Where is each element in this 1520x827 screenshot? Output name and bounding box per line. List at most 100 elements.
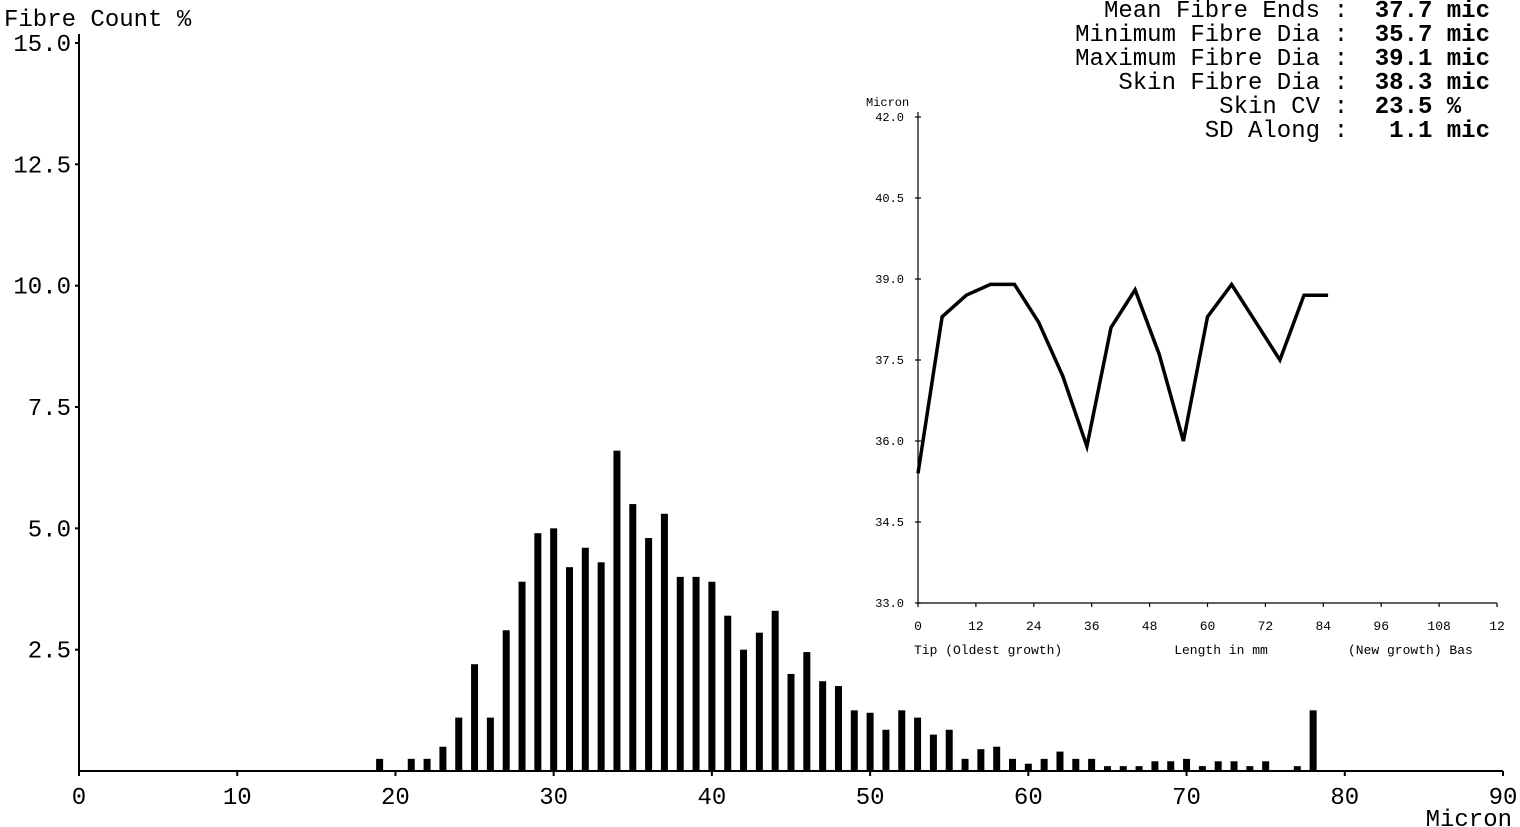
inset-y-tick-label: 34.5 <box>875 516 904 530</box>
main-x-tick-label: 60 <box>1014 785 1043 812</box>
inset-x-tick-label: 24 <box>1026 619 1042 634</box>
histogram-bar <box>376 758 384 771</box>
histogram-bar <box>423 758 431 771</box>
histogram-bar <box>645 538 653 771</box>
histogram-bar <box>629 504 637 771</box>
histogram-bar <box>1293 766 1301 771</box>
histogram-bar <box>486 717 494 771</box>
main-x-tick-label: 50 <box>856 785 885 812</box>
inset-y-axis-label: Micron <box>866 96 909 110</box>
stat-row-sd-along: SD Along:1.1 mic <box>1204 118 1490 145</box>
histogram-bar <box>1309 710 1317 771</box>
inset-x-tick-label: 72 <box>1258 619 1274 634</box>
histogram-bar <box>1151 761 1159 771</box>
histogram-bar <box>1167 761 1175 771</box>
histogram-bar <box>1024 763 1032 771</box>
stat-value: 23.5 % <box>1374 94 1462 121</box>
histogram-bar <box>724 615 732 771</box>
inset-x-tick-label: 60 <box>1200 619 1216 634</box>
histogram-bar <box>850 710 858 771</box>
histogram-bar <box>660 513 668 771</box>
histogram-bar <box>1135 766 1143 771</box>
stat-value: 39.1 mic <box>1374 46 1490 73</box>
main-y-tick-label: 7.5 <box>28 396 71 423</box>
inset-x-tick-label: 84 <box>1315 619 1331 634</box>
stat-row-minimum-fibre-dia: Minimum Fibre Dia:35.7 mic <box>1075 22 1490 49</box>
stat-row-skin-fibre-dia: Skin Fibre Dia:38.3 mic <box>1118 70 1490 97</box>
main-y-tick-label: 5.0 <box>28 517 71 544</box>
histogram-bar <box>929 734 937 771</box>
histogram-bar <box>866 712 874 771</box>
histogram-bar <box>502 630 510 771</box>
main-x-tick-label: 10 <box>223 785 252 812</box>
histogram-bar <box>898 710 906 771</box>
histogram-bar <box>597 562 605 771</box>
inset-x-tick-label: 96 <box>1373 619 1389 634</box>
histogram-bar <box>550 528 558 771</box>
histogram-bar <box>819 681 827 771</box>
inset-x-tick-label: 12 <box>968 619 984 634</box>
histogram-bar <box>1056 751 1064 771</box>
main-y-tick-label: 2.5 <box>28 639 71 666</box>
main-x-tick-label: 0 <box>72 785 86 812</box>
stat-label: SD Along <box>1204 118 1320 145</box>
histogram-bar <box>882 729 890 771</box>
inset-series-line <box>916 281 1329 474</box>
inset-x-tick-label: 36 <box>1084 619 1100 634</box>
histogram-bar <box>407 758 415 771</box>
histogram-bar <box>471 664 479 771</box>
histogram-bar <box>1040 758 1048 771</box>
histogram-bar <box>1009 758 1017 771</box>
main-x-tick-label: 20 <box>381 785 410 812</box>
stat-label: Maximum Fibre Dia <box>1075 46 1320 73</box>
stat-row-skin-cv: Skin CV:23.5 % <box>1075 96 1490 120</box>
inset-x-tick-label: 0 <box>914 619 922 634</box>
main-y-tick-label: 12.5 <box>13 153 71 180</box>
stat-row-mean-fibre-ends: Mean Fibre Ends:37.7 mic <box>1103 0 1490 25</box>
histogram-bar <box>1119 766 1127 771</box>
histogram-bar <box>676 576 684 771</box>
main-y-axis-label: Fibre Count % <box>4 7 192 34</box>
diameter-along-length-chart: Micron 33.0 34.5 36.0 37.5 39.0 40.5 42.0 0 12 2… <box>866 96 1505 658</box>
main-x-tick-label: 80 <box>1330 785 1359 812</box>
stat-label: Mean Fibre Ends <box>1103 0 1320 25</box>
inset-y-tick-label: 40.5 <box>875 192 904 206</box>
histogram-bar <box>771 610 779 771</box>
inset-x-right-caption: (New growth) Bas <box>1348 643 1473 658</box>
inset-x-left-caption: Tip (Oldest growth) <box>914 643 1062 658</box>
histogram-bar <box>1246 766 1254 771</box>
histogram-bar <box>740 649 748 771</box>
histogram-bar <box>961 758 969 771</box>
histogram-bar <box>1198 766 1206 771</box>
histogram-bar <box>439 746 447 771</box>
histogram-bar <box>787 673 795 771</box>
inset-x-tick-label: 108 <box>1427 619 1450 634</box>
main-y-tick-label: 15.0 <box>13 32 71 59</box>
stat-label: Minimum Fibre Dia <box>1075 22 1320 49</box>
histogram-bar <box>565 567 573 771</box>
stat-value: 35.7 mic <box>1374 22 1490 49</box>
main-x-tick-label: 70 <box>1172 785 1201 812</box>
histogram-bar <box>1230 761 1238 771</box>
stat-value: 37.7 mic <box>1374 0 1490 25</box>
histogram-bar <box>1214 761 1222 771</box>
histogram-bar <box>755 632 763 771</box>
inset-y-tick-label: 39.0 <box>875 273 904 287</box>
histogram-bar <box>945 729 953 771</box>
summary-stats: Mean Fibre Ends:37.7 mic Minimum Fibre D… <box>1075 0 1490 144</box>
inset-y-tick-label: 36.0 <box>875 435 904 449</box>
inset-x-axis-label: Length in mm <box>1174 643 1268 658</box>
histogram-bar <box>518 581 526 771</box>
inset-y-tick-label: 37.5 <box>875 354 904 368</box>
main-x-axis-label: Micron <box>1426 807 1512 827</box>
histogram-bar <box>1262 761 1270 771</box>
histogram-bar <box>581 547 589 771</box>
inset-y-tick-label: 33.0 <box>875 597 904 611</box>
histogram-bar <box>455 717 463 771</box>
histogram-bar <box>1183 758 1191 771</box>
stat-label: Skin Fibre Dia <box>1118 70 1320 97</box>
main-x-tick-label: 90 <box>1489 785 1518 812</box>
histogram-bar <box>708 581 716 771</box>
inset-x-tick-label: 48 <box>1142 619 1158 634</box>
